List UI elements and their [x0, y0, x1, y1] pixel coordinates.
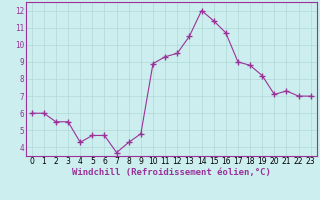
X-axis label: Windchill (Refroidissement éolien,°C): Windchill (Refroidissement éolien,°C): [72, 168, 271, 177]
